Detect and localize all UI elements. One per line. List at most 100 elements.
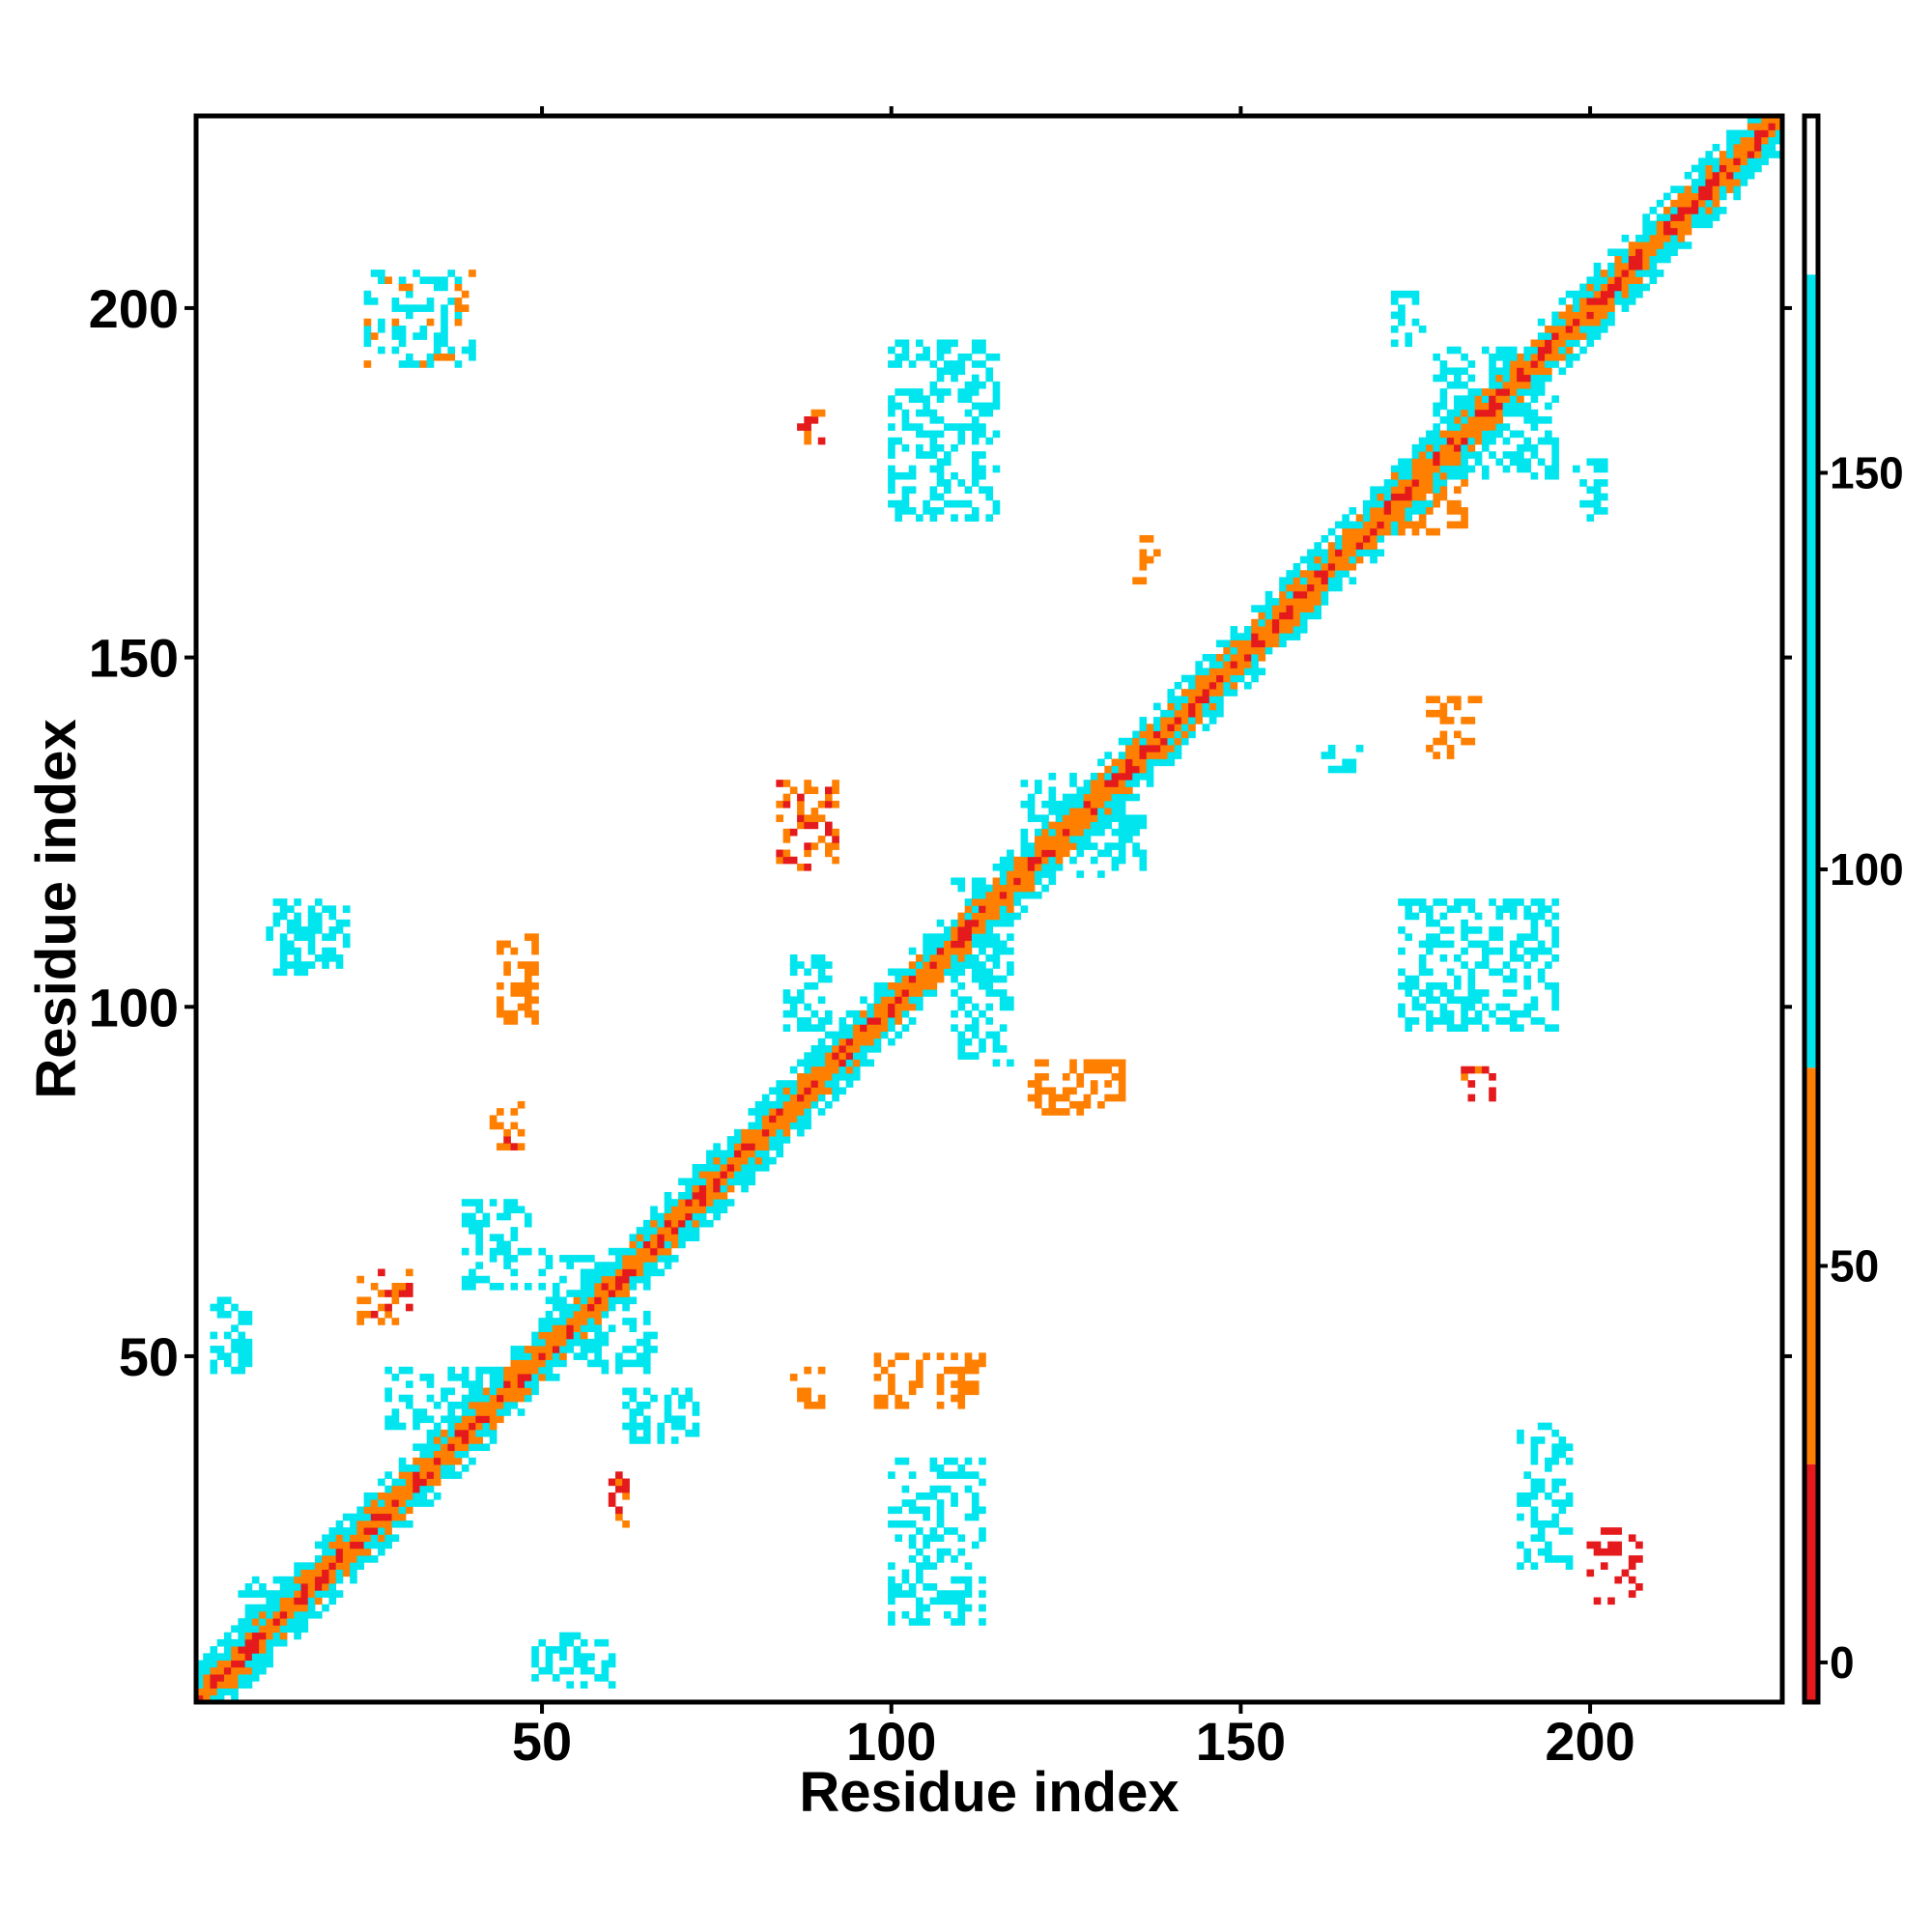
contact-cell [475,1401,483,1409]
contact-cell [1614,283,1623,292]
contact-cell [985,486,994,494]
contact-cell [322,961,329,969]
contact-cell [1481,402,1490,411]
contact-cell [1433,409,1440,417]
y-axis-title: Residue index [25,719,88,1098]
contact-cell [1307,549,1315,557]
contact-cell [810,1024,819,1032]
contact-cell [1719,192,1727,201]
contact-cell [1111,780,1120,787]
contact-cell [1454,486,1462,494]
contact-cell [979,1359,986,1368]
contact-cell [923,1583,930,1591]
contact-cell [412,1499,420,1507]
contact-cell [761,1108,770,1116]
contact-cell [1551,933,1559,941]
contact-cell [1139,752,1148,759]
contact-cell [776,1150,784,1158]
contact-cell [587,1275,595,1284]
contact-cell [1055,1094,1064,1102]
contact-cell [1558,326,1567,333]
contact-cell [964,1485,973,1493]
contact-cell [272,1618,281,1626]
contact-cell [916,1562,923,1570]
contact-cell [916,1527,923,1535]
contact-cell [1062,1094,1070,1102]
contact-cell [433,1492,441,1500]
contact-cell [797,1100,805,1109]
contact-cell [1111,808,1120,815]
contact-cell [804,430,811,439]
contact-cell [1174,752,1182,759]
contact-cell [1202,724,1210,731]
contact-cell [692,1171,700,1179]
contact-cell [1062,1087,1070,1095]
contact-cell [1607,304,1615,312]
contact-cell [272,1638,281,1647]
contact-cell [1454,374,1462,383]
contact-cell [272,1632,281,1640]
contact-cell [992,947,1001,955]
contact-cell [1509,360,1518,368]
contact-cell [223,1352,232,1360]
contact-cell [1740,129,1748,138]
contact-cell [1698,207,1706,214]
contact-cell [971,1380,980,1388]
contact-cell [510,1374,519,1381]
contact-cell [657,1268,666,1277]
contact-cell [936,954,945,962]
contact-cell [266,1660,273,1668]
contact-cell [895,981,902,990]
contact-cell [832,836,839,843]
contact-cell [916,430,923,439]
contact-cell [412,1464,420,1472]
contact-cell [244,1681,253,1689]
contact-cell [1573,326,1580,333]
contact-cell [545,1310,554,1319]
contact-cell [419,1450,428,1459]
contact-cell [433,1422,441,1431]
contact-cell [957,499,966,508]
contact-cell [1152,758,1161,767]
contact-cell [916,1618,923,1626]
contact-cell [979,1009,986,1018]
contact-cell [789,786,798,795]
contact-cell [210,1346,218,1353]
contact-cell [1754,136,1762,145]
contact-cell [678,1199,686,1207]
contact-cell [1090,793,1098,802]
contact-cell [1125,814,1133,822]
contact-cell [1545,1457,1552,1465]
contact-cell [957,367,966,376]
contact-cell [307,1597,316,1605]
contact-cell [1446,1017,1455,1025]
contact-cell [1474,1017,1483,1025]
contact-cell [895,1017,902,1025]
contact-cell [545,1318,554,1325]
contact-cell [923,1534,930,1543]
contact-cell [342,1548,351,1556]
contact-cell [391,1415,400,1424]
contact-cell [1390,514,1399,522]
contact-cell [1007,856,1014,865]
contact-cell [979,346,986,355]
contact-cell [231,1660,239,1668]
contact-cell [266,933,273,941]
contact-cell [1558,1499,1567,1507]
contact-cell [936,1387,945,1396]
contact-cell [1454,696,1462,704]
contact-cell [943,367,952,376]
contact-cell [797,423,805,431]
colorbar-tick-label: 0 [1830,1637,1855,1688]
contact-cell [238,1646,246,1654]
contact-cell [615,1352,623,1360]
contact-cell [1251,674,1259,683]
contact-cell [406,1303,413,1312]
contact-cell [650,1346,658,1353]
contact-cell [1223,681,1231,690]
contact-cell [1314,583,1321,592]
contact-cell [1426,527,1434,536]
contact-cell [964,1457,973,1465]
contact-cell [1390,311,1399,320]
contact-cell [1370,521,1378,529]
